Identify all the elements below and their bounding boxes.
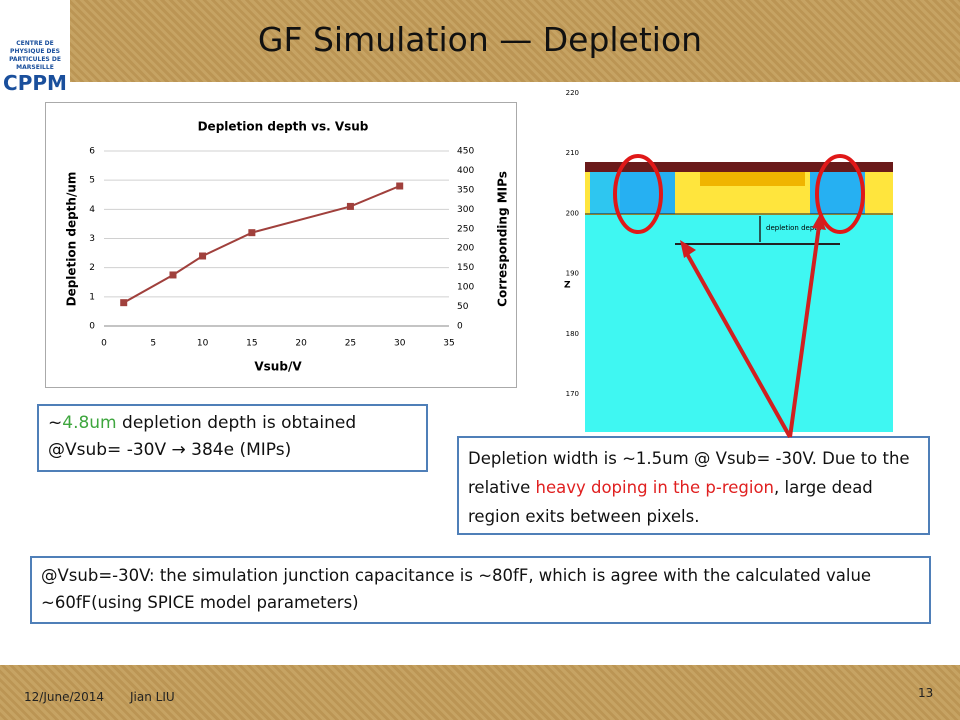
text: 384e (MIPs) xyxy=(185,440,292,460)
text-box: Depletion width is ~1.5um @ Vsub= -30V. … xyxy=(457,436,930,535)
pixel-well xyxy=(700,172,805,186)
y-tick-label: 1 xyxy=(89,292,95,302)
x-tick-label: 15 xyxy=(246,339,257,349)
y2-tick-label: 100 xyxy=(457,283,474,293)
y2-tick-label: 0 xyxy=(457,322,463,332)
text: depletion depth is obtained @Vsub= -30V xyxy=(48,413,357,460)
x-tick-label: 30 xyxy=(394,339,406,349)
y2-tick-label: 200 xyxy=(457,244,474,254)
text: , large dead region exits between pixels… xyxy=(468,478,873,526)
y-tick-label: 3 xyxy=(89,234,95,244)
z-tick-label: 200 xyxy=(566,209,579,217)
x-tick-label: 10 xyxy=(197,339,209,349)
y2-tick-label: 250 xyxy=(457,224,474,234)
y-tick-label: 2 xyxy=(89,263,95,273)
z-tick-label: 220 xyxy=(566,89,579,97)
text: @Vsub=-30V: the simulation junction capa… xyxy=(41,566,872,612)
z-tick-label: 190 xyxy=(566,270,579,278)
data-point xyxy=(346,202,354,210)
logo-acronym: CPPM xyxy=(3,71,67,95)
logo: CENTRE DE PHYSIQUE DES PARTICULES DE MAR… xyxy=(0,0,70,94)
y2-tick-label: 150 xyxy=(457,263,474,273)
text: Depletion width is ~1.5um @ Vsub= -30V. … xyxy=(468,449,910,497)
pixel-well xyxy=(810,172,865,214)
y-tick-label: 6 xyxy=(89,147,95,157)
data-point xyxy=(396,182,404,190)
background xyxy=(585,85,893,163)
x-tick-label: 35 xyxy=(443,339,454,349)
z-tick-label: 170 xyxy=(566,390,579,398)
highlight: 4.8um xyxy=(62,413,117,433)
footer-date: 12/June/2014 xyxy=(24,690,105,704)
text: ~ xyxy=(48,413,63,433)
x-tick-label: 20 xyxy=(295,339,307,349)
chart: Depletion depth vs. Vsub Vsub/V Depletio… xyxy=(45,102,517,388)
y2-tick-label: 300 xyxy=(457,205,474,215)
arrow-symbol: → xyxy=(171,440,186,460)
data-point xyxy=(169,271,177,279)
x-tick-label: 25 xyxy=(345,339,356,349)
pixel-well xyxy=(590,172,620,214)
y-tick-label: 5 xyxy=(89,176,95,186)
text-box: ~4.8um depletion depth is obtained @Vsub… xyxy=(37,404,428,472)
z-tick-label: 180 xyxy=(566,330,579,338)
chart-title: Depletion depth vs. Vsub xyxy=(198,120,369,134)
data-line xyxy=(123,185,401,304)
y-axis-label: Depletion depth/um xyxy=(65,172,79,307)
y-tick-label: 0 xyxy=(89,322,95,332)
x-axis-label: Vsub/V xyxy=(254,360,302,374)
z-axis-label: Z xyxy=(564,281,571,291)
y2-tick-label: 50 xyxy=(457,302,469,312)
y2-tick-label: 450 xyxy=(457,147,474,157)
y2-tick-label: 350 xyxy=(457,185,474,195)
y-tick-label: 4 xyxy=(89,205,95,215)
bottom-band xyxy=(0,665,960,720)
top-layer xyxy=(585,162,893,172)
footer-author: Jian LIU xyxy=(130,690,175,704)
y2-axis-label: Corresponding MIPs xyxy=(496,171,510,307)
highlight: heavy doping in the p-region xyxy=(535,478,775,497)
data-point xyxy=(248,229,256,237)
pixel-well xyxy=(620,172,675,214)
z-tick-label: 210 xyxy=(566,149,579,157)
top-band xyxy=(0,0,960,82)
y2-tick-label: 400 xyxy=(457,166,474,176)
x-tick-label: 5 xyxy=(150,339,156,349)
x-tick-label: 0 xyxy=(101,339,107,349)
depletion-annotation: depletion depth xyxy=(766,224,821,232)
simulation-image: depletion depth Z 220 210 200 190 180 170 xyxy=(564,85,893,432)
slide-title: GF Simulation — Depletion xyxy=(257,20,703,59)
text-box: @Vsub=-30V: the simulation junction capa… xyxy=(30,556,931,624)
page-number: 13 xyxy=(918,686,934,700)
data-point xyxy=(120,299,128,307)
data-point xyxy=(199,252,207,260)
logo-org: CENTRE DE PHYSIQUE DES PARTICULES DE MAR… xyxy=(9,40,61,71)
